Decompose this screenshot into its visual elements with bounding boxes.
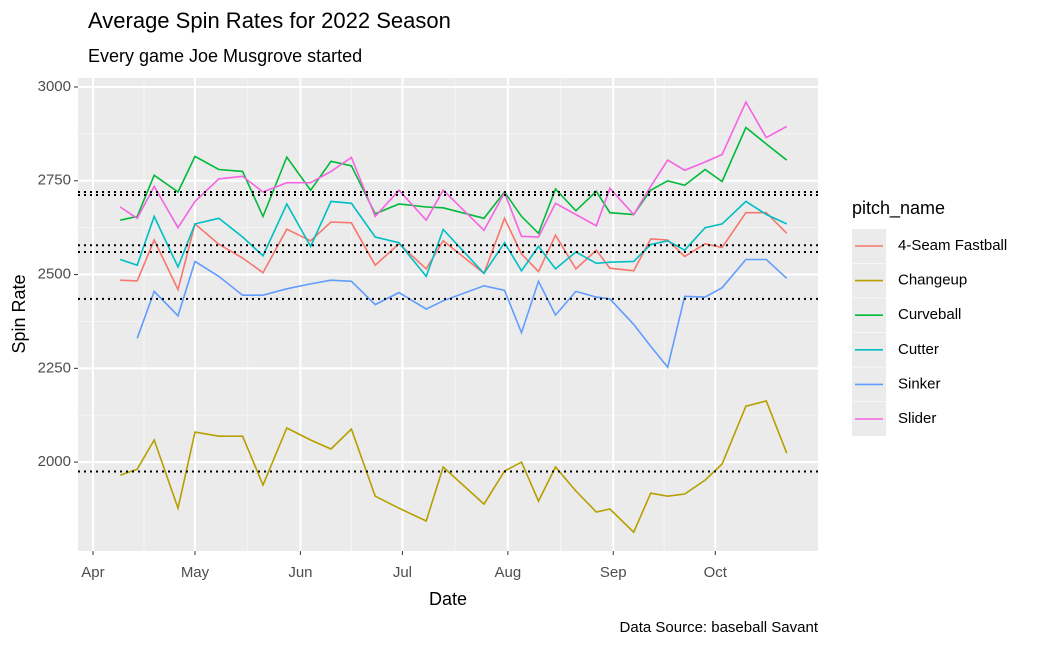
legend-label: 4-Seam Fastball xyxy=(898,237,1007,254)
chart-title: Average Spin Rates for 2022 Season xyxy=(88,8,451,33)
series-line xyxy=(119,200,788,279)
series-line xyxy=(120,126,788,235)
legend-title: pitch_name xyxy=(852,198,945,219)
x-tick-label: Oct xyxy=(704,564,728,581)
x-tick-label: May xyxy=(181,564,210,581)
series-line xyxy=(119,400,788,534)
x-tick-label: Jul xyxy=(393,564,412,581)
x-tick-label: Sep xyxy=(600,564,627,581)
caption: Data Source: baseball Savant xyxy=(620,619,819,636)
plot-panel xyxy=(78,78,818,551)
x-tick-label: Aug xyxy=(495,564,522,581)
marks xyxy=(78,100,818,534)
y-tick-label: 2500 xyxy=(38,266,71,283)
y-tick-label: 3000 xyxy=(38,78,71,95)
y-tick-label: 2750 xyxy=(38,172,71,189)
series-line xyxy=(119,100,788,238)
legend-label: Cutter xyxy=(898,341,939,358)
chart-subtitle: Every game Joe Musgrove started xyxy=(88,46,362,66)
series-line xyxy=(136,258,788,369)
x-axis-label: Date xyxy=(429,589,467,609)
legend-label: Slider xyxy=(898,410,936,427)
y-tick-label: 2250 xyxy=(38,359,71,376)
legend-label: Changeup xyxy=(898,272,967,289)
legend-label: Curveball xyxy=(898,306,961,323)
y-tick-label: 2000 xyxy=(38,453,71,470)
x-tick-label: Apr xyxy=(81,564,104,581)
y-axis-label: Spin Rate xyxy=(9,274,29,353)
x-tick-label: Jun xyxy=(288,564,312,581)
legend-label: Sinker xyxy=(898,375,941,392)
